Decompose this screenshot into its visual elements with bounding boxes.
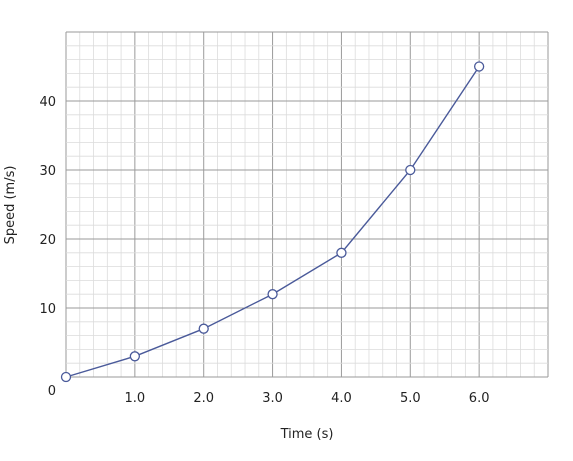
data-series [60,61,485,383]
y-tick-label: 20 [39,233,56,248]
data-point [473,61,485,72]
y-tick-label: 30 [39,164,56,179]
y-tick-labels: 0 10 20 30 40 [39,95,56,399]
data-point [405,164,416,176]
x-tick-labels: 1.0 2.0 3.0 4.0 5.0 6.0 [125,391,490,406]
y-tick-label: 40 [39,95,56,110]
data-point [198,323,209,334]
data-point [336,247,347,258]
data-point [60,371,72,383]
x-axis-label: Time (s) [280,427,334,442]
x-tick-label: 4.0 [331,391,352,406]
data-point [129,351,141,362]
x-tick-label: 6.0 [469,391,490,406]
x-tick-label: 3.0 [262,391,283,406]
x-tick-label: 2.0 [193,391,214,406]
data-point [267,289,278,300]
y-tick-label: 10 [39,302,56,317]
grid [65,31,549,378]
x-tick-label: 1.0 [125,391,146,406]
x-tick-label: 5.0 [400,391,421,406]
y-axis-label: Speed (m/s) [3,166,18,245]
y-tick-label: 0 [48,384,56,399]
